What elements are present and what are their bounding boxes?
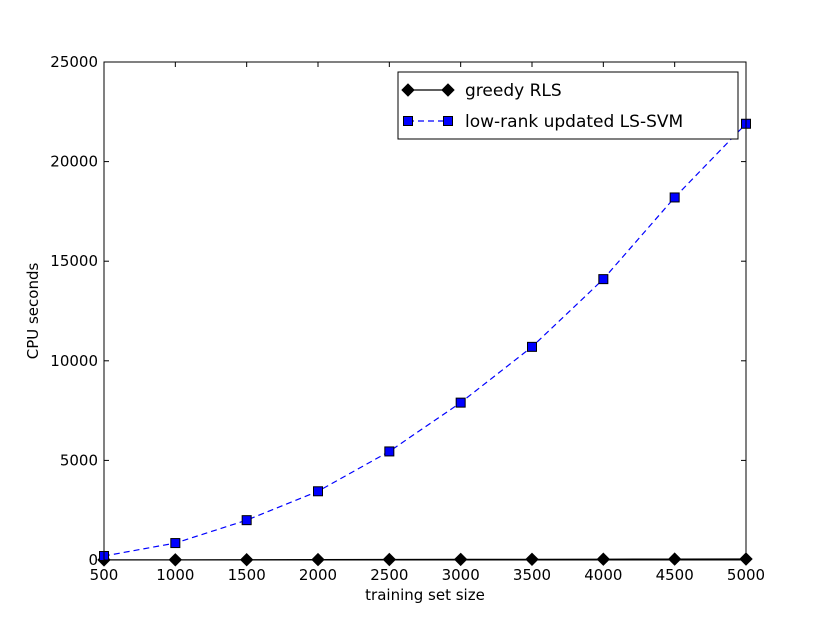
series-low-rank-updated-ls-svm bbox=[99, 118, 751, 562]
y-tick-label: 10000 bbox=[50, 352, 98, 370]
x-tick-label: 4000 bbox=[584, 566, 622, 584]
data-point bbox=[241, 515, 252, 526]
legend: greedy RLS low-rank updated LS-SVM bbox=[397, 71, 739, 140]
legend-entry-greedy-rls: greedy RLS bbox=[401, 81, 562, 101]
x-tick-label: 1500 bbox=[228, 566, 266, 584]
y-axis-label: CPU seconds bbox=[24, 263, 42, 360]
y-tick-label: 15000 bbox=[50, 252, 98, 270]
data-point bbox=[455, 397, 466, 408]
x-tick-label: 2500 bbox=[370, 566, 408, 584]
data-point bbox=[170, 538, 181, 549]
x-tick-label: 1000 bbox=[156, 566, 194, 584]
data-point bbox=[598, 274, 609, 285]
data-point bbox=[527, 341, 537, 352]
plot-area bbox=[104, 62, 746, 560]
y-tick-label: 0 bbox=[88, 551, 98, 569]
y-tick-label: 5000 bbox=[60, 451, 98, 469]
y-tick-label: 25000 bbox=[50, 53, 98, 71]
plot-frame bbox=[103, 61, 747, 561]
data-point bbox=[384, 446, 395, 457]
legend-items: greedy RLS low-rank updated LS-SVM bbox=[401, 81, 683, 132]
data-point bbox=[313, 486, 323, 497]
y-tick-label: 20000 bbox=[50, 153, 98, 171]
series-line bbox=[103, 123, 747, 557]
legend-marker bbox=[443, 116, 453, 126]
legend-marker bbox=[441, 83, 455, 97]
tick-layer: 500 1000 1500 2000 2500 3000 3500 4000 4500 5000 0… bbox=[50, 53, 765, 584]
x-tick-label: 3000 bbox=[442, 566, 480, 584]
legend-marker bbox=[401, 83, 415, 97]
legend-marker bbox=[403, 116, 413, 126]
legend-label: greedy RLS bbox=[465, 81, 562, 101]
legend-entry-low-rank-updated-ls-svm: low-rank updated LS-SVM bbox=[403, 112, 683, 132]
x-tick-label: 5000 bbox=[727, 566, 765, 584]
x-tick-label: 3500 bbox=[513, 566, 551, 584]
x-tick-label: 500 bbox=[90, 566, 119, 584]
x-tick-label: 2000 bbox=[299, 566, 337, 584]
x-tick-label: 4500 bbox=[656, 566, 694, 584]
legend-label: low-rank updated LS-SVM bbox=[465, 112, 683, 132]
legend-frame bbox=[397, 71, 739, 140]
data-point bbox=[669, 192, 680, 203]
x-axis-label: training set size bbox=[365, 586, 485, 604]
